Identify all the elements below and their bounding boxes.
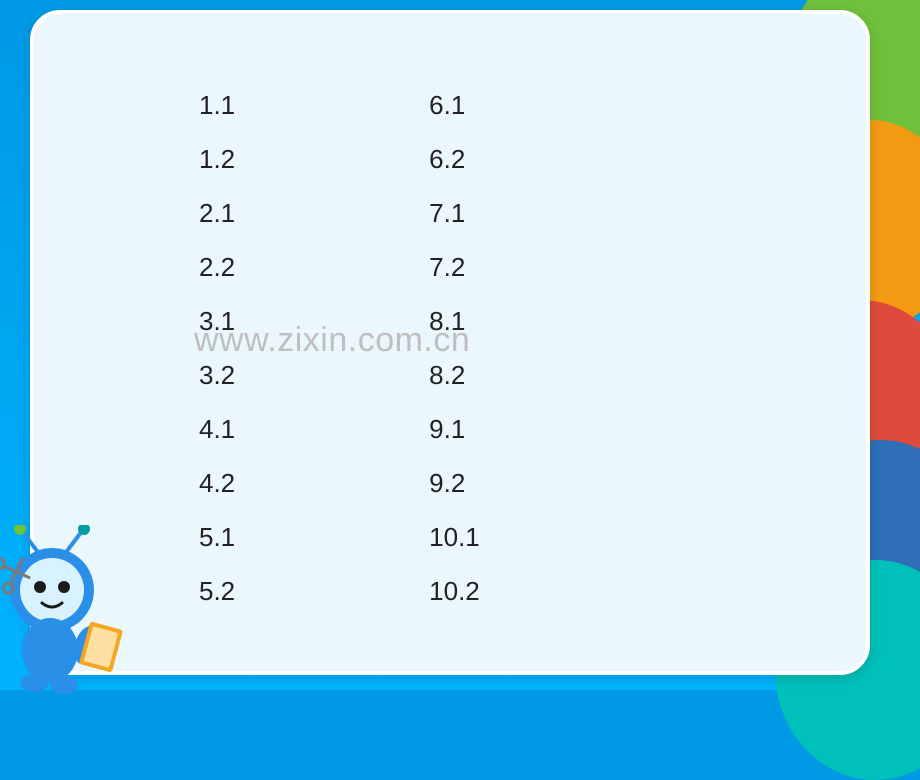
list-item: 2.1 bbox=[199, 200, 235, 226]
list-item: 5.1 bbox=[199, 524, 235, 550]
list-item: 9.2 bbox=[429, 470, 480, 496]
list-item: 6.1 bbox=[429, 92, 480, 118]
left-column: 1.1 1.2 2.1 2.2 3.1 3.2 4.1 4.2 5.1 5.2 bbox=[199, 92, 235, 604]
list-item: 2.2 bbox=[199, 254, 235, 280]
list-item: 1.1 bbox=[199, 92, 235, 118]
list-item: 4.2 bbox=[199, 470, 235, 496]
list-item: 6.2 bbox=[429, 146, 480, 172]
right-column: 6.1 6.2 7.1 7.2 8.1 8.2 9.1 9.2 10.1 10.… bbox=[429, 92, 480, 604]
list-item: 7.2 bbox=[429, 254, 480, 280]
list-item: 10.1 bbox=[429, 524, 480, 550]
number-list: 1.1 1.2 2.1 2.2 3.1 3.2 4.1 4.2 5.1 5.2 … bbox=[199, 92, 480, 604]
mascot-icon bbox=[0, 525, 132, 695]
list-item: 4.1 bbox=[199, 416, 235, 442]
list-item: 5.2 bbox=[199, 578, 235, 604]
list-item: 1.2 bbox=[199, 146, 235, 172]
page-background: www.zixin.com.cn 1.1 1.2 2.1 2.2 3.1 3.2… bbox=[0, 0, 920, 690]
list-item: 3.2 bbox=[199, 362, 235, 388]
main-card: www.zixin.com.cn 1.1 1.2 2.1 2.2 3.1 3.2… bbox=[30, 10, 870, 675]
list-item: 3.1 bbox=[199, 308, 235, 334]
list-item: 8.1 bbox=[429, 308, 480, 334]
list-item: 8.2 bbox=[429, 362, 480, 388]
list-item: 7.1 bbox=[429, 200, 480, 226]
list-item: 9.1 bbox=[429, 416, 480, 442]
list-item: 10.2 bbox=[429, 578, 480, 604]
